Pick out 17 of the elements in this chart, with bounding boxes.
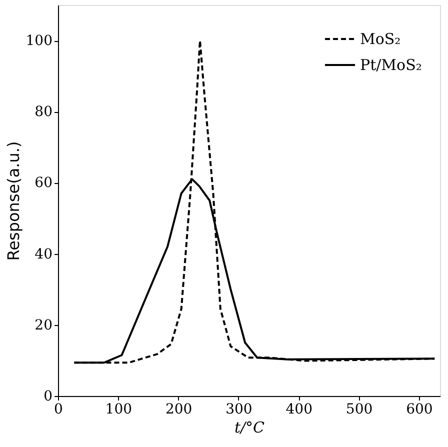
legend-label: MoS₂: [360, 30, 401, 48]
legend-label: Pt/MoS₂: [360, 56, 422, 74]
x-tick-label: 300: [226, 402, 252, 418]
y-axis-title: Response(a.u.): [4, 141, 23, 261]
y-tick-label: 0: [44, 388, 52, 404]
x-tick-label: 0: [54, 402, 63, 418]
x-axis-title: t/°C: [234, 418, 266, 436]
x-tick-label: 600: [406, 402, 433, 418]
y-tick-label: 80: [34, 104, 52, 120]
y-tick-label: 100: [26, 33, 52, 50]
x-tick-label: 100: [105, 402, 132, 418]
x-tick-label: 200: [165, 402, 192, 418]
x-tick-label: 400: [286, 402, 312, 418]
y-tick-label: 20: [34, 317, 52, 334]
y-tick-label: 60: [34, 175, 52, 192]
y-tick-label: 40: [34, 246, 52, 262]
x-tick-label: 500: [346, 402, 373, 418]
